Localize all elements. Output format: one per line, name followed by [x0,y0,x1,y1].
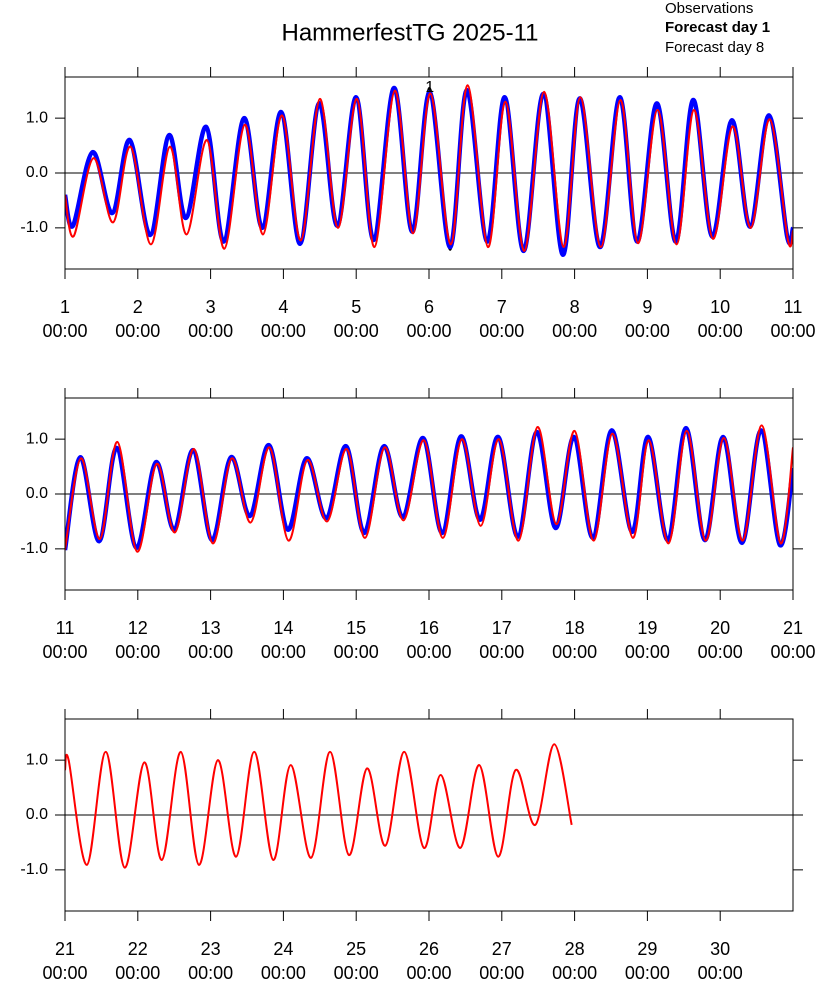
x-tick-sublabel: 00:00 [770,321,815,341]
x-tick-label: 16 [419,618,439,638]
x-tick-sublabel: 00:00 [115,321,160,341]
plot-area [65,424,793,553]
x-tick-label: 4 [278,297,288,317]
x-tick-sublabel: 00:00 [334,963,379,981]
x-tick-sublabel: 00:00 [698,963,743,981]
x-tick-label: 11 [784,297,803,317]
x-tick-sublabel: 00:00 [261,642,306,662]
x-tick-label: 13 [201,618,221,638]
x-tick-sublabel: 00:00 [115,642,160,662]
y-tick-label: 1.0 [26,109,48,126]
x-tick-sublabel: 00:00 [479,642,524,662]
legend-entry: Observations [665,0,753,17]
x-tick-label: 27 [492,939,512,959]
panel: -1.0 0.0 1.0 1 00:00 2 00:00 3 00:00 4 00:00 5 00:00… [20,67,816,341]
series-line [65,743,573,869]
chart-title: HammerfestTG 2025-11 [282,19,539,46]
x-tick-sublabel: 00:00 [188,642,233,662]
x-tick-label: 18 [565,618,585,638]
x-tick-sublabel: 00:00 [334,321,379,341]
x-tick-label: 15 [346,618,366,638]
x-tick-label: 21 [783,618,803,638]
plot-frame [64,397,794,591]
x-tick-sublabel: 00:00 [261,321,306,341]
plot-area [65,743,573,869]
x-tick-sublabel: 00:00 [552,963,597,981]
series-line [65,424,793,553]
panel: -1.0 0.0 1.0 21 00:00 22 00:00 23 00:00 24 00:00 25… [20,709,803,981]
plot-area [65,84,793,257]
x-tick-sublabel: 00:00 [552,642,597,662]
x-tick-label: 22 [128,939,148,959]
x-tick-label: 12 [128,618,148,638]
x-tick-label: 21 [55,939,75,959]
panel: -1.0 0.0 1.0 11 00:00 12 00:00 13 00:00 14 00:00 15… [20,388,816,662]
x-tick-sublabel: 00:00 [552,321,597,341]
x-tick-label: 25 [346,939,366,959]
x-tick-sublabel: 00:00 [406,963,451,981]
x-tick-label: 24 [273,939,293,959]
x-tick-sublabel: 00:00 [770,642,815,662]
y-tick-label: -1.0 [20,861,48,878]
x-tick-label: 19 [637,618,657,638]
x-tick-sublabel: 00:00 [625,642,670,662]
x-tick-sublabel: 00:00 [42,963,87,981]
x-tick-sublabel: 00:00 [625,321,670,341]
plot-frame [64,718,794,912]
series-line [65,85,793,257]
x-tick-sublabel: 00:00 [42,642,87,662]
x-tick-sublabel: 00:00 [188,963,233,981]
x-tick-label: 5 [351,297,361,317]
x-tick-label: 3 [206,297,216,317]
plot-frame [64,76,794,270]
x-tick-sublabel: 00:00 [479,321,524,341]
x-tick-sublabel: 00:00 [479,963,524,981]
legend-entry: Forecast day 1 [665,19,770,36]
x-tick-label: 28 [565,939,585,959]
x-tick-sublabel: 00:00 [42,321,87,341]
x-tick-label: 23 [201,939,221,959]
x-tick-sublabel: 00:00 [334,642,379,662]
x-tick-label: 30 [710,939,730,959]
annotation: 1 [425,79,434,96]
x-tick-label: 8 [570,297,580,317]
y-tick-label: 1.0 [26,430,48,447]
x-tick-label: 6 [424,297,434,317]
x-tick-label: 29 [637,939,657,959]
x-tick-label: 11 [56,618,75,638]
y-tick-label: 0.0 [26,164,48,181]
x-tick-label: 2 [133,297,143,317]
x-tick-sublabel: 00:00 [406,642,451,662]
x-tick-sublabel: 00:00 [115,963,160,981]
x-tick-sublabel: 00:00 [406,321,451,341]
x-tick-sublabel: 00:00 [698,642,743,662]
x-tick-label: 10 [710,297,730,317]
x-tick-label: 20 [710,618,730,638]
x-tick-label: 17 [492,618,512,638]
x-tick-sublabel: 00:00 [698,321,743,341]
x-tick-label: 14 [273,618,293,638]
y-tick-label: -1.0 [20,540,48,557]
x-tick-sublabel: 00:00 [261,963,306,981]
x-tick-label: 1 [60,297,70,317]
x-tick-sublabel: 00:00 [188,321,233,341]
series-line [65,84,793,252]
y-tick-label: 0.0 [26,485,48,502]
x-tick-sublabel: 00:00 [625,963,670,981]
x-tick-label: 26 [419,939,439,959]
y-tick-label: -1.0 [20,219,48,236]
y-tick-label: 1.0 [26,751,48,768]
x-tick-label: 9 [642,297,652,317]
x-tick-label: 7 [497,297,507,317]
legend-entry: Forecast day 8 [665,39,764,56]
y-tick-label: 0.0 [26,806,48,823]
